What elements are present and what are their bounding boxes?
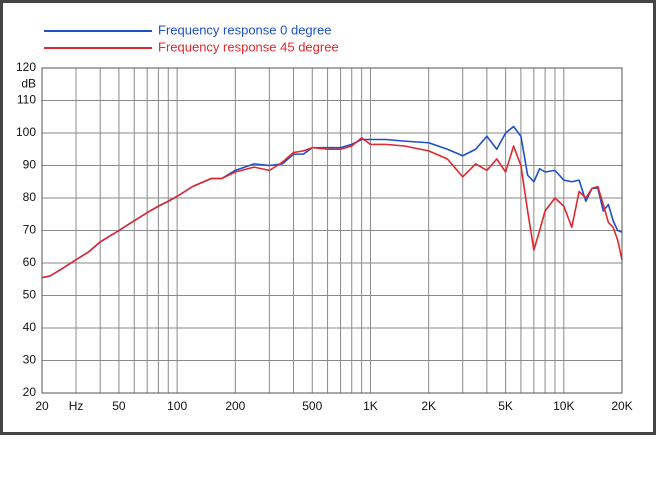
x-tick-label: 5K [498, 399, 513, 413]
y-tick-label: 120 [16, 60, 36, 74]
y-tick-label: 30 [23, 353, 37, 367]
y-tick-label: 50 [23, 288, 37, 302]
x-tick-label: 200 [225, 399, 245, 413]
x-tick-label: 10K [553, 399, 574, 413]
y-tick-label: 110 [17, 93, 36, 107]
x-tick-label: 100 [167, 399, 187, 413]
y-tick-label: 40 [23, 320, 37, 334]
x-tick-label: 20K [611, 399, 632, 413]
y-tick-label: 80 [23, 190, 37, 204]
x-tick-label: 2K [421, 399, 436, 413]
plot-layer [41, 125, 623, 279]
plot-border [41, 67, 623, 394]
legend-label: Frequency response 45 degree [158, 39, 339, 54]
y-tick-label: 100 [16, 125, 36, 139]
x-tick-label: 500 [302, 399, 322, 413]
series-line [41, 137, 623, 279]
y-tick-label: 90 [23, 158, 37, 172]
y-tick-label: 70 [23, 223, 37, 237]
x-tick-label: Hz [69, 399, 84, 413]
y-axis-label: dB [21, 76, 36, 90]
legend-label: Frequency response 0 degree [158, 22, 331, 37]
x-tick-label: 1K [363, 399, 378, 413]
y-tick-label: 60 [23, 255, 37, 269]
x-tick-label: 20 [35, 399, 49, 413]
x-tick-label: 50 [112, 399, 126, 413]
y-tick-label: 20 [23, 385, 37, 399]
